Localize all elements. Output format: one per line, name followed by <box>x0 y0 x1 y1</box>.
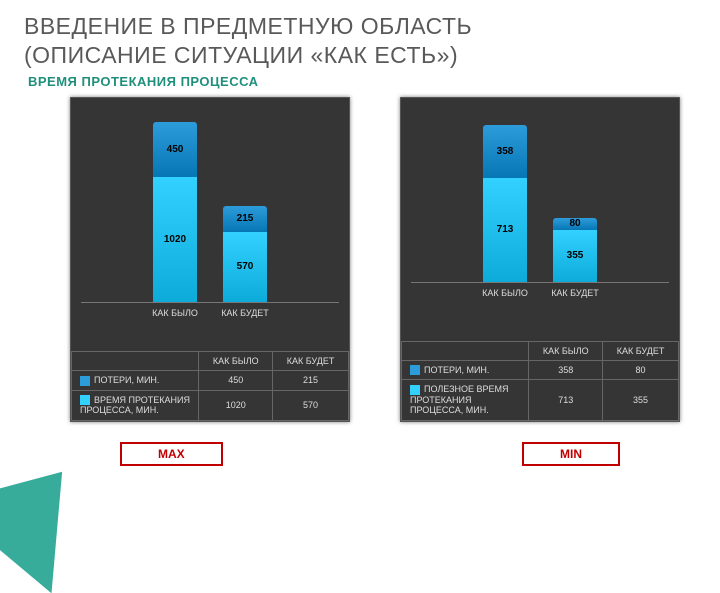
bar-segment: 215 <box>223 206 267 232</box>
table-cell: 215 <box>273 370 349 390</box>
table-row: ПОЛЕЗНОЕ ВРЕМЯ ПРОТЕКАНИЯ ПРОЦЕССА, МИН.… <box>402 380 679 420</box>
legend-cell: ПОЛЕЗНОЕ ВРЕМЯ ПРОТЕКАНИЯ ПРОЦЕССА, МИН. <box>402 380 529 420</box>
table-cell: 570 <box>273 390 349 420</box>
legend-label: ПОЛЕЗНОЕ ВРЕМЯ ПРОТЕКАНИЯ ПРОЦЕССА, МИН. <box>410 384 509 415</box>
chart-data-table: КАК БЫЛОКАК БУДЕТПОТЕРИ, МИН.450215ВРЕМЯ… <box>71 351 349 421</box>
table-header-blank <box>72 351 199 370</box>
page-title: ВВЕДЕНИЕ В ПРЕДМЕТНУЮ ОБЛАСТЬ (ОПИСАНИЕ … <box>0 0 720 70</box>
table-header-blank <box>402 341 529 360</box>
legend-swatch-icon <box>80 376 90 386</box>
legend-cell: ПОТЕРИ, МИН. <box>402 360 529 380</box>
page-subtitle: ВРЕМЯ ПРОТЕКАНИЯ ПРОЦЕССА <box>0 70 720 89</box>
bars-container: 713358КАК БЫЛО 35580КАК БУДЕТ <box>411 108 669 283</box>
category-label: КАК БУДЕТ <box>195 308 295 318</box>
chart-data-table: КАК БЫЛОКАК БУДЕТПОТЕРИ, МИН.35880ПОЛЕЗН… <box>401 341 679 421</box>
bar-segment: 355 <box>553 230 597 282</box>
bar-segment: 570 <box>223 232 267 301</box>
min-tag: MIN <box>522 442 620 466</box>
category-label: КАК БУДЕТ <box>525 288 625 298</box>
table-cell: 1020 <box>199 390 273 420</box>
bar-stack: 570215КАК БУДЕТ <box>223 206 267 302</box>
bar-segment: 713 <box>483 178 527 282</box>
bar-stack: 35580КАК БУДЕТ <box>553 218 597 281</box>
tags-row: MAX MIN <box>0 422 720 466</box>
legend-label: ПОТЕРИ, МИН. <box>94 375 159 385</box>
title-line-2: (ОПИСАНИЕ СИТУАЦИИ «КАК ЕСТЬ») <box>24 42 458 68</box>
legend-swatch-icon <box>410 365 420 375</box>
bar-stack: 713358КАК БЫЛО <box>483 125 527 281</box>
legend-swatch-icon <box>80 395 90 405</box>
table-header: КАК БУДЕТ <box>603 341 679 360</box>
bar-stack: 1020450КАК БЫЛО <box>153 122 197 301</box>
table-cell: 450 <box>199 370 273 390</box>
title-line-1: ВВЕДЕНИЕ В ПРЕДМЕТНУЮ ОБЛАСТЬ <box>24 13 472 39</box>
legend-label: ПОТЕРИ, МИН. <box>424 365 489 375</box>
chart-plot-area: 1020450КАК БЫЛО570215КАК БУДЕТ <box>71 98 349 329</box>
bars-container: 1020450КАК БЫЛО 570215КАК БУДЕТ <box>81 108 339 303</box>
table-row: ПОТЕРИ, МИН. 35880 <box>402 360 679 380</box>
table-cell: 80 <box>603 360 679 380</box>
chart-panel: 1020450КАК БЫЛО570215КАК БУДЕТКАК БЫЛОКА… <box>70 97 350 422</box>
table-header: КАК БЫЛО <box>529 341 603 360</box>
legend-cell: ПОТЕРИ, МИН. <box>72 370 199 390</box>
bar-segment: 358 <box>483 125 527 177</box>
max-tag: MAX <box>120 442 223 466</box>
table-row: ВРЕМЯ ПРОТЕКАНИЯ ПРОЦЕССА, МИН. 1020570 <box>72 390 349 420</box>
bar-segment: 1020 <box>153 177 197 301</box>
chart-panel: 713358КАК БЫЛО35580КАК БУДЕТКАК БЫЛОКАК … <box>400 97 680 422</box>
legend-swatch-icon <box>410 385 420 395</box>
table-header: КАК БУДЕТ <box>273 351 349 370</box>
bar-segment: 450 <box>153 122 197 177</box>
table-row: ПОТЕРИ, МИН. 450215 <box>72 370 349 390</box>
table-header: КАК БЫЛО <box>199 351 273 370</box>
legend-cell: ВРЕМЯ ПРОТЕКАНИЯ ПРОЦЕССА, МИН. <box>72 390 199 420</box>
bar-segment: 80 <box>553 218 597 230</box>
table-cell: 358 <box>529 360 603 380</box>
chart-plot-area: 713358КАК БЫЛО35580КАК БУДЕТ <box>401 98 679 319</box>
table-cell: 713 <box>529 380 603 420</box>
table-cell: 355 <box>603 380 679 420</box>
charts-row: 1020450КАК БЫЛО570215КАК БУДЕТКАК БЫЛОКА… <box>0 89 720 422</box>
legend-label: ВРЕМЯ ПРОТЕКАНИЯ ПРОЦЕССА, МИН. <box>80 395 190 416</box>
